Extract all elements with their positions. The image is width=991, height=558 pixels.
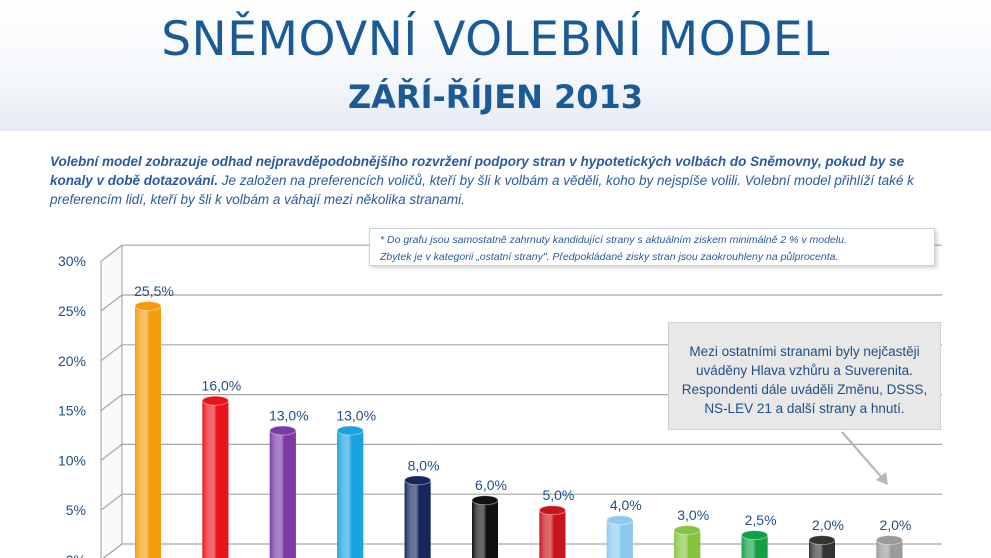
header-band: SNĚMOVNÍ VOLEBNÍ MODEL ZÁŘÍ-ŘÍJEN 2013 (0, 0, 991, 131)
y-tick-label: 30% (58, 253, 86, 269)
other-parties-callout: Mezi ostatními stranami byly nejčastěji … (668, 322, 941, 430)
bar (606, 515, 634, 558)
bar (201, 395, 229, 558)
data-label: 13,0% (269, 408, 309, 424)
data-label: 4,0% (610, 497, 642, 513)
data-label: 5,0% (542, 487, 574, 503)
bar (808, 535, 836, 558)
side-wall (100, 244, 123, 558)
data-label: 13,0% (336, 408, 376, 424)
bar (876, 535, 903, 558)
footnote-line-2: Zbytek je v kategorii „ostatní strany". … (380, 251, 839, 263)
data-label: 2,0% (879, 517, 911, 533)
intro-bold: Volební model zobrazuje odhad nejpravděp… (50, 154, 905, 188)
data-label: 3,0% (677, 507, 709, 523)
gridline (102, 543, 942, 558)
bar (471, 495, 499, 558)
page-subtitle: ZÁŘÍ-ŘÍJEN 2013 (347, 78, 644, 116)
y-tick-label: 15% (58, 403, 86, 419)
footnote-line-1: * Do grafu jsou samostatně zahrnuty kand… (380, 234, 847, 246)
y-tick-label: 10% (58, 452, 86, 468)
bar (404, 475, 432, 558)
y-tick-label: 20% (58, 353, 86, 369)
intro-rest: Je založen na preferencích voličů, kteří… (50, 173, 914, 207)
gridline (100, 443, 942, 461)
bar (539, 505, 566, 558)
y-tick-label: 0% (66, 552, 86, 558)
y-tick-label: 25% (58, 303, 86, 319)
data-label: 16,0% (202, 378, 242, 394)
gridline (100, 294, 942, 312)
data-label: 25,5% (134, 283, 174, 299)
gridline (100, 493, 942, 511)
data-label: 2,5% (745, 512, 777, 528)
bar (134, 301, 162, 558)
y-tick-label: 5% (66, 502, 86, 518)
bar (269, 425, 297, 558)
bar (673, 525, 701, 558)
data-label: 2,0% (812, 517, 844, 533)
bar (336, 425, 364, 558)
data-label: 6,0% (475, 477, 507, 493)
data-label: 8,0% (408, 457, 440, 473)
chart-footnote: * Do grafu jsou samostatně zahrnuty kand… (369, 228, 935, 266)
intro-text: Volební model zobrazuje odhad nejpravděp… (50, 152, 950, 209)
bar (741, 530, 768, 558)
bar-chart: 0% 5% 10% 15% 20% 25% 30% 25,5% 16,0% 13,0% 13,0%… (58, 244, 942, 558)
page-title: SNĚMOVNÍ VOLEBNÍ MODEL (161, 12, 830, 67)
callout-arrow (841, 431, 888, 485)
